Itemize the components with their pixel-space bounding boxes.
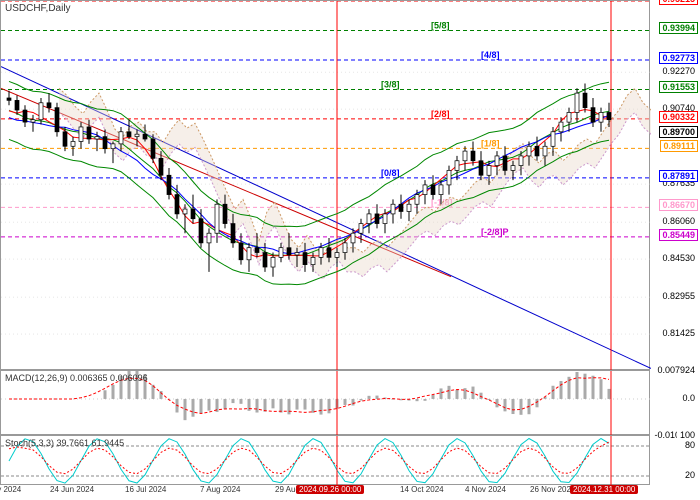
x-tick-label: 7 Aug 2024	[200, 485, 240, 494]
stoch-y-tick: 20	[682, 469, 698, 481]
svg-text:[5/8]: [5/8]	[431, 20, 450, 30]
price-level-box: 0.89700	[659, 126, 698, 138]
x-tick-label: 31 May 2024	[0, 485, 21, 494]
svg-text:[2/8]: [2/8]	[431, 109, 450, 119]
macd-y-tick: 0.0	[679, 392, 698, 404]
main-price-chart: USDCHF,Daily [6/8][5/8][4/8][3/8][2/8][1…	[0, 0, 650, 370]
macd-label: MACD(12,26,9) 0.006365 0.006096	[5, 373, 148, 383]
x-tick-label: 16 Jul 2024	[125, 485, 166, 494]
svg-text:[0/8]: [0/8]	[381, 168, 400, 178]
stoch-panel: Stoch(5,3,3) 39.7661 61.9445	[0, 435, 650, 485]
y-tick-label: 0.84530	[659, 252, 698, 264]
price-level-box: 0.91553	[659, 81, 698, 93]
x-tick-highlight: 2024.09.26 00:00	[296, 485, 364, 494]
stoch-label: Stoch(5,3,3) 39.7661 61.9445	[5, 438, 124, 448]
y-tick-label: 0.82955	[659, 290, 698, 302]
price-level-box: 0.93994	[659, 22, 698, 34]
svg-text:[1/8]: [1/8]	[481, 138, 500, 148]
svg-text:[-2/8]P: [-2/8]P	[481, 227, 509, 237]
price-level-box: 0.85449	[659, 229, 698, 241]
macd-panel: MACD(12,26,9) 0.006365 0.006096	[0, 370, 650, 435]
y-tick-label: 0.86060	[659, 215, 698, 227]
chart-container: USDCHF,Daily [6/8][5/8][4/8][3/8][2/8][1…	[0, 0, 700, 500]
x-tick-label: 24 Jun 2024	[50, 485, 94, 494]
x-axis: 31 May 2024 24 Jun 2024 16 Jul 2024 7 Aug 2…	[0, 485, 650, 500]
main-chart-svg: [6/8][5/8][4/8][3/8][2/8][1/8][0/8][-1/8…	[1, 1, 651, 371]
x-tick-highlight: 2024.12.31 00:00	[570, 485, 638, 494]
stoch-y-tick: 100	[677, 429, 698, 441]
price-level-box: 0.87891	[659, 170, 698, 182]
svg-text:[4/8]: [4/8]	[481, 50, 500, 60]
chart-title: USDCHF,Daily	[5, 3, 71, 14]
price-level-box: 0.89111	[660, 140, 698, 152]
price-level-box: 0.90332	[659, 111, 698, 123]
price-level-box: 0.86670	[659, 199, 698, 211]
y-axis: 0.798950.814250.829550.845300.860600.876…	[650, 0, 700, 500]
svg-text:[3/8]: [3/8]	[381, 79, 400, 89]
macd-y-tick: 0.007924	[654, 364, 698, 376]
x-tick-label: 26 Nov 2024	[530, 485, 575, 494]
y-tick-label: 0.81425	[659, 327, 698, 339]
x-tick-label: 4 Nov 2024	[465, 485, 506, 494]
price-level-box: 0.92773	[659, 52, 698, 64]
price-level-box: 0.95215	[659, 0, 698, 5]
x-tick-label: 14 Oct 2024	[400, 485, 444, 494]
y-tick-label: 0.92270	[659, 65, 698, 77]
